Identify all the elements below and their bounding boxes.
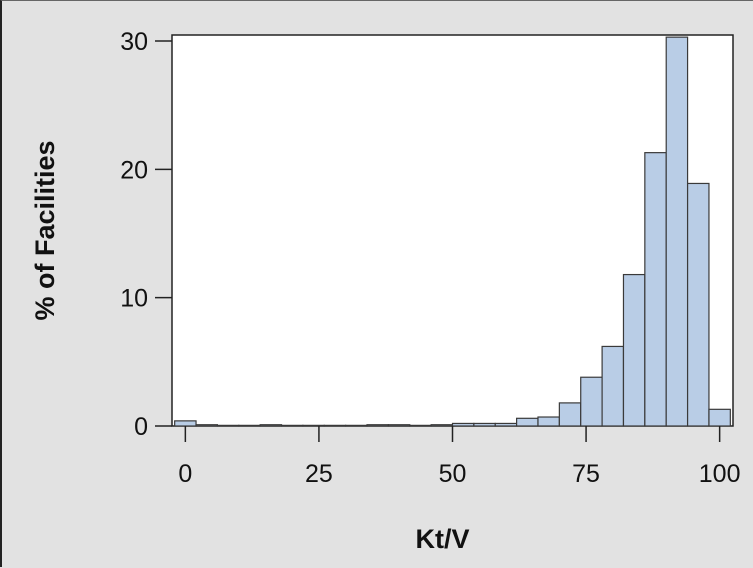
x-tick-label-100: 100	[699, 460, 741, 488]
histogram-bar-12	[430, 424, 454, 427]
histogram-bar-17	[537, 416, 560, 427]
histogram-bar-25	[708, 408, 731, 427]
histogram-bar-22	[644, 152, 667, 427]
histogram-bar-14	[473, 422, 496, 427]
histogram-bar-2	[216, 424, 240, 427]
x-tick-label-75: 75	[572, 460, 600, 488]
histogram-bar-15	[494, 422, 518, 427]
histogram-bar-8	[345, 424, 368, 427]
histogram-bar-21	[622, 273, 646, 427]
histogram-bar-11	[409, 424, 432, 427]
x-tick-label-0: 0	[178, 460, 192, 488]
y-tick-label-10: 10	[120, 285, 148, 313]
y-tick-label-30: 30	[120, 28, 148, 56]
histogram-bar-16	[516, 417, 539, 427]
x-tick-label-50: 50	[439, 460, 467, 488]
histogram-bar-9	[366, 424, 389, 427]
histogram-bar-20	[601, 345, 625, 427]
y-axis: 0 10 20 30	[120, 28, 172, 441]
histogram-bar-13	[451, 422, 475, 427]
histogram-bar-18	[558, 402, 582, 427]
histogram-bar-7	[323, 424, 347, 427]
histogram-bar-4	[259, 424, 283, 427]
histogram-bar-10	[387, 424, 411, 427]
histogram-bar-24	[686, 182, 710, 427]
histogram-bar-1	[195, 424, 219, 427]
x-axis: 0 25 50 75 100	[178, 426, 741, 488]
histogram-bar-23	[665, 36, 689, 427]
y-tick-label-0: 0	[134, 413, 148, 441]
histogram-bar-3	[238, 424, 261, 427]
x-axis-title: Kt/V	[416, 524, 470, 554]
x-tick-label-25: 25	[305, 460, 333, 488]
histogram-bar-0	[174, 420, 197, 427]
bars-group	[174, 36, 731, 427]
y-tick-label-20: 20	[120, 156, 148, 184]
histogram-bar-19	[580, 376, 603, 427]
y-axis-title: % of Facilities	[30, 140, 60, 320]
histogram-bar-5	[280, 424, 304, 427]
histogram-bar-6	[302, 424, 325, 427]
